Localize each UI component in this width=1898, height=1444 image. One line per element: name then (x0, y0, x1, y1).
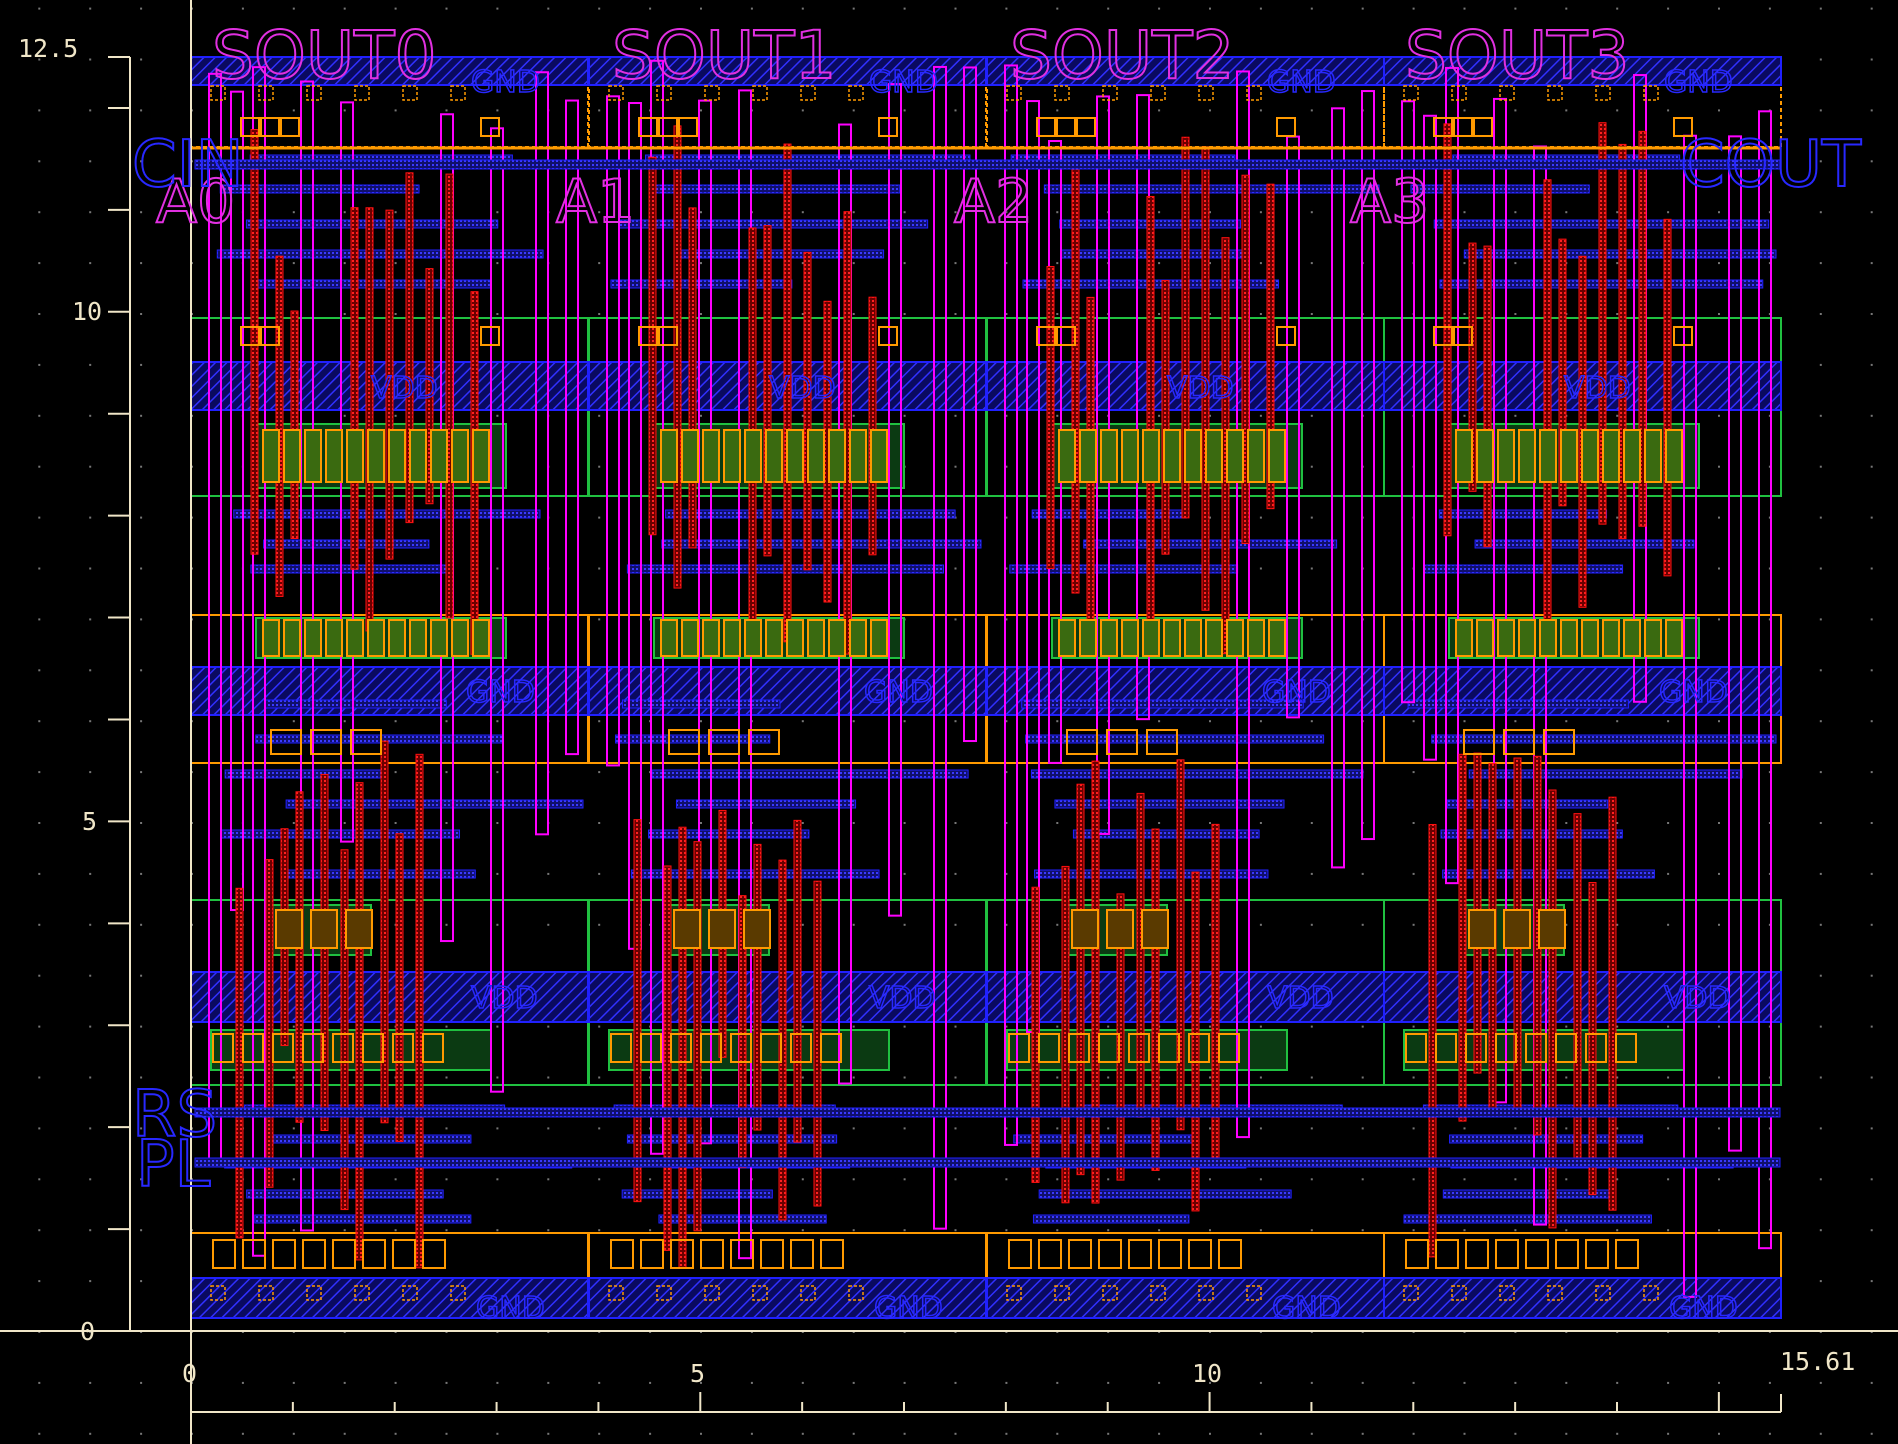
gnd-rail-label-top: GND (869, 65, 938, 100)
a1-label[interactable]: A1 (555, 166, 636, 238)
cell-3-labels: SOUT3 A3 (1349, 16, 1630, 238)
global-buses (191, 146, 1781, 1168)
axis-ticks (108, 106, 1720, 1412)
x-tick-10: 10 (1192, 1359, 1222, 1388)
y-tick-0: 0 (80, 1317, 95, 1346)
sout3-label[interactable]: SOUT3 (1404, 16, 1630, 95)
gnd-rail-label-mid: GND (1262, 675, 1331, 710)
gnd-rail-label-top: GND (471, 65, 540, 100)
rs-label[interactable]: RS (131, 1077, 218, 1153)
cell-2-labels: SOUT2 A2 (953, 16, 1235, 238)
cell-1-labels: SOUT1 A1 (555, 16, 837, 238)
vdd-rail-label-low: VDD (471, 981, 538, 1016)
cell-1 (588, 56, 987, 1319)
cell-0-labels: SOUT0 A0 (155, 16, 437, 238)
vdd-rail-label-low: VDD (1267, 981, 1334, 1016)
vdd-rail-label-mid: VDD (1564, 371, 1631, 406)
gnd-rail-label-top: GND (1267, 65, 1336, 100)
cell-2 (986, 56, 1385, 1319)
gnd-rail-label-mid: GND (1659, 675, 1728, 710)
x-tick-0: 0 (182, 1359, 197, 1388)
gnd-rail-label-bottom: GND (476, 1291, 545, 1326)
gnd-rail-label-bottom: GND (1272, 1291, 1341, 1326)
a0-label[interactable]: A0 (155, 166, 236, 238)
a3-label[interactable]: A3 (1349, 166, 1430, 238)
y-tick-5: 5 (82, 807, 97, 836)
cin-label[interactable]: CIN (131, 127, 244, 203)
layout-geometry (190, 56, 1782, 1319)
cout-label[interactable]: COUT (1679, 127, 1863, 203)
y-tick-12.5: 12.5 (18, 34, 78, 63)
gnd-rail-label-bottom: GND (874, 1291, 943, 1326)
sout2-label[interactable]: SOUT2 (1009, 16, 1235, 95)
cell-3 (1383, 56, 1782, 1319)
sout0-label[interactable]: SOUT0 (211, 16, 437, 95)
pl-label[interactable]: PL (135, 1127, 212, 1203)
vdd-rail-label-mid: VDD (371, 371, 438, 406)
sout1-label[interactable]: SOUT1 (611, 16, 837, 95)
vdd-rail-label-mid: VDD (1167, 371, 1234, 406)
rail-labels: GND VDD GND VDD GND GND VDD GND VDD GND GND VDD GND V… (370, 64, 1738, 1327)
gnd-rail-label-mid: GND (864, 675, 933, 710)
gnd-rail-label-mid: GND (466, 675, 535, 710)
gnd-rail-label-top: GND (1664, 65, 1733, 100)
a2-label[interactable]: A2 (953, 166, 1034, 238)
x-tick-15.61: 15.61 (1780, 1347, 1855, 1376)
vdd-rail-label-low: VDD (869, 981, 936, 1016)
vdd-rail-label-low: VDD (1664, 981, 1731, 1016)
y-tick-10: 10 (72, 297, 102, 326)
x-tick-5: 5 (690, 1359, 705, 1388)
vdd-rail-label-mid: VDD (769, 371, 836, 406)
gnd-rail-label-bottom: GND (1669, 1291, 1738, 1326)
cell-0 (190, 56, 589, 1319)
